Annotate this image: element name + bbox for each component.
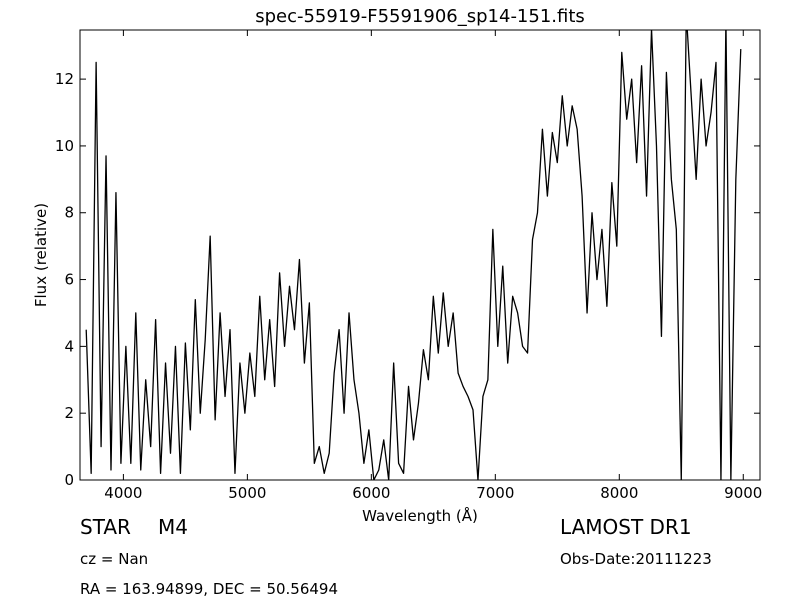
obs-date: Obs-Date:20111223 xyxy=(560,550,712,568)
y-axis-label: Flux (relative) xyxy=(32,203,50,307)
plot-frame xyxy=(79,29,761,481)
x-tick-label: 5000 xyxy=(228,484,266,502)
x-axis-label: Wavelength (Å) xyxy=(362,506,478,525)
plot-area xyxy=(85,30,742,480)
x-tick-label: 4000 xyxy=(104,484,142,502)
y-tick-label: 0 xyxy=(64,471,74,489)
redshift: cz = Nan xyxy=(80,550,148,568)
x-tick-label: 9000 xyxy=(724,484,762,502)
y-tick-label: 2 xyxy=(64,404,74,422)
spectrum-line xyxy=(85,30,742,480)
y-tick-label: 4 xyxy=(64,337,74,355)
coordinates: RA = 163.94899, DEC = 50.56494 xyxy=(80,580,338,598)
y-tick-label: 6 xyxy=(64,271,74,289)
survey: LAMOST DR1 xyxy=(560,515,692,539)
y-tick-label: 12 xyxy=(55,70,74,88)
y-tick-label: 8 xyxy=(64,204,74,222)
x-tick-label: 8000 xyxy=(600,484,638,502)
subclass: M4 xyxy=(158,515,188,539)
x-tick-label: 6000 xyxy=(352,484,390,502)
object-class: STAR xyxy=(80,515,131,539)
x-tick-label: 7000 xyxy=(476,484,514,502)
chart-title: spec-55919-F5591906_sp14-151.fits xyxy=(255,6,585,27)
y-tick-label: 10 xyxy=(55,137,74,155)
